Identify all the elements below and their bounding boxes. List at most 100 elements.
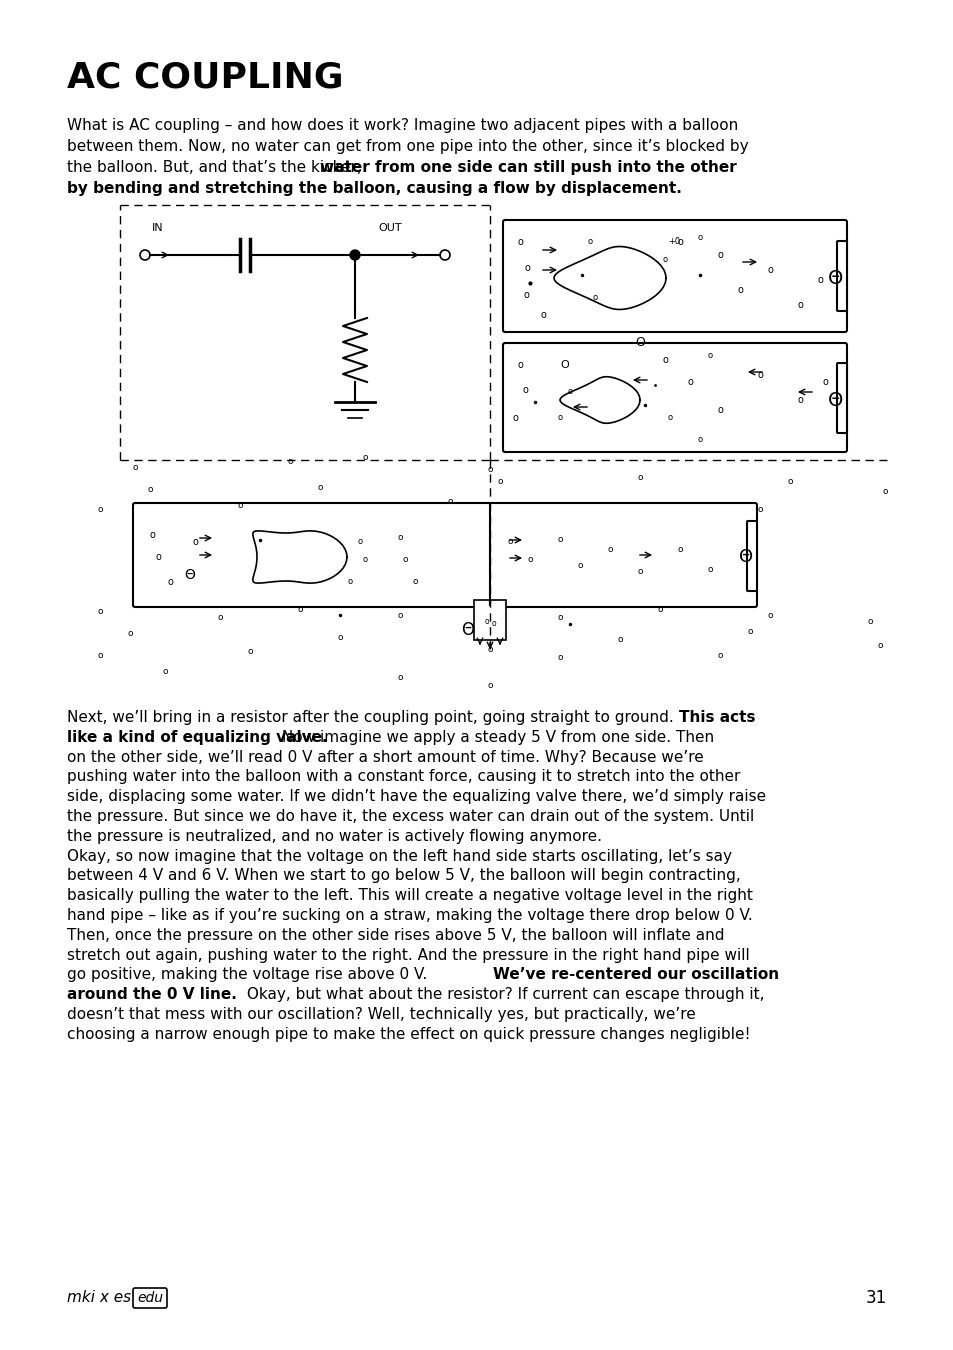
Text: o: o bbox=[155, 552, 161, 562]
Text: o: o bbox=[786, 478, 792, 486]
Text: o: o bbox=[97, 608, 103, 617]
Text: o: o bbox=[147, 486, 152, 494]
Text: o: o bbox=[717, 651, 722, 660]
Text: o: o bbox=[766, 610, 772, 620]
Text: o: o bbox=[697, 232, 701, 242]
Text: o: o bbox=[587, 238, 592, 247]
Text: o: o bbox=[527, 555, 532, 564]
Text: o: o bbox=[882, 487, 887, 497]
Text: OUT: OUT bbox=[377, 223, 401, 234]
Text: o: o bbox=[746, 628, 752, 636]
Text: o: o bbox=[557, 613, 562, 622]
Text: around the 0 V line.: around the 0 V line. bbox=[67, 987, 236, 1002]
Text: o: o bbox=[512, 413, 517, 423]
Text: stretch out again, pushing water to the right. And the pressure in the right han: stretch out again, pushing water to the … bbox=[67, 948, 749, 963]
FancyBboxPatch shape bbox=[836, 363, 846, 433]
Text: o: o bbox=[557, 653, 562, 663]
Text: o: o bbox=[821, 377, 827, 387]
Text: o: o bbox=[717, 250, 722, 261]
Text: o: o bbox=[237, 501, 242, 509]
Text: o: o bbox=[592, 293, 597, 302]
Text: the balloon. But, and that’s the kicker,: the balloon. But, and that’s the kicker, bbox=[67, 161, 366, 176]
Text: basically pulling the water to the left. This will create a negative voltage lev: basically pulling the water to the left.… bbox=[67, 888, 752, 903]
Text: o: o bbox=[517, 360, 522, 370]
Text: Θ: Θ bbox=[739, 548, 752, 566]
Text: o: o bbox=[396, 674, 402, 683]
Text: o: o bbox=[677, 545, 682, 555]
Text: o: o bbox=[317, 483, 322, 493]
Text: o: o bbox=[766, 265, 772, 275]
Text: o: o bbox=[162, 667, 168, 676]
Text: o: o bbox=[567, 387, 572, 397]
Text: o: o bbox=[396, 533, 402, 543]
Text: hand pipe – like as if you’re sucking on a straw, making the voltage there drop : hand pipe – like as if you’re sucking on… bbox=[67, 909, 752, 923]
Text: o: o bbox=[557, 536, 562, 544]
Text: between them. Now, no water can get from one pipe into the other, since it’s blo: between them. Now, no water can get from… bbox=[67, 139, 748, 154]
Text: Θ: Θ bbox=[827, 390, 842, 409]
Text: AC COUPLING: AC COUPLING bbox=[67, 59, 343, 95]
FancyBboxPatch shape bbox=[746, 521, 757, 591]
Text: edu: edu bbox=[137, 1291, 163, 1305]
Text: o: o bbox=[97, 505, 103, 514]
Text: o: o bbox=[717, 405, 722, 414]
Text: o: o bbox=[357, 537, 362, 547]
Text: o: o bbox=[396, 610, 402, 620]
Text: by bending and stretching the balloon, causing a flow by displacement.: by bending and stretching the balloon, c… bbox=[67, 181, 681, 196]
Text: o: o bbox=[287, 458, 293, 467]
Text: o: o bbox=[617, 636, 622, 644]
Text: o: o bbox=[522, 290, 528, 300]
Text: o: o bbox=[297, 606, 302, 614]
Text: Θ: Θ bbox=[827, 269, 842, 288]
Text: o: o bbox=[132, 463, 137, 472]
Text: o: o bbox=[487, 680, 493, 690]
Text: water from one side can still push into the other: water from one side can still push into … bbox=[319, 161, 736, 176]
Text: o: o bbox=[247, 648, 253, 656]
Text: o: o bbox=[657, 606, 662, 614]
Text: o: o bbox=[97, 651, 103, 660]
Text: O: O bbox=[560, 360, 569, 370]
Text: Okay, but what about the resistor? If current can escape through it,: Okay, but what about the resistor? If cu… bbox=[242, 987, 763, 1002]
Text: o: o bbox=[661, 355, 667, 364]
Text: o: o bbox=[487, 466, 493, 474]
Text: o: o bbox=[667, 413, 672, 423]
Text: choosing a narrow enough pipe to make the effect on quick pressure changes negli: choosing a narrow enough pipe to make th… bbox=[67, 1027, 750, 1042]
Text: the pressure. But since we do have it, the excess water can drain out of the sys: the pressure. But since we do have it, t… bbox=[67, 809, 754, 824]
Text: o: o bbox=[661, 255, 667, 265]
Text: between 4 V and 6 V. When we start to go below 5 V, the balloon will begin contr: between 4 V and 6 V. When we start to go… bbox=[67, 868, 740, 883]
Text: o: o bbox=[217, 613, 222, 622]
Text: o: o bbox=[347, 578, 353, 586]
Text: Now imagine we apply a steady 5 V from one side. Then: Now imagine we apply a steady 5 V from o… bbox=[276, 730, 714, 745]
Text: Okay, so now imagine that the voltage on the left hand side starts oscillating, : Okay, so now imagine that the voltage on… bbox=[67, 849, 731, 864]
Text: Θ: Θ bbox=[184, 568, 195, 582]
Text: o: o bbox=[677, 238, 682, 247]
FancyBboxPatch shape bbox=[132, 1288, 167, 1308]
Bar bbox=[474, 599, 505, 640]
Text: o: o bbox=[484, 617, 489, 626]
Text: o: o bbox=[337, 633, 342, 643]
Text: mki x es: mki x es bbox=[67, 1291, 131, 1305]
Text: o: o bbox=[412, 578, 417, 586]
Text: o: o bbox=[523, 263, 529, 273]
Text: We’ve re-centered our oscillation: We’ve re-centered our oscillation bbox=[493, 968, 779, 983]
Text: O: O bbox=[635, 336, 644, 348]
Text: +0: +0 bbox=[667, 238, 679, 247]
Text: o: o bbox=[757, 505, 762, 514]
Text: o: o bbox=[447, 498, 453, 506]
Text: o: o bbox=[697, 436, 701, 444]
Text: o: o bbox=[637, 474, 642, 482]
Text: pushing water into the balloon with a constant force, causing it to stretch into: pushing water into the balloon with a co… bbox=[67, 769, 740, 784]
Text: Next, we’ll bring in a resistor after the coupling point, going straight to grou: Next, we’ll bring in a resistor after th… bbox=[67, 710, 678, 725]
Text: o: o bbox=[362, 555, 367, 564]
Text: on the other side, we’ll read 0 V after a short amount of time. Why? Because we’: on the other side, we’ll read 0 V after … bbox=[67, 749, 703, 764]
Text: o: o bbox=[507, 537, 512, 547]
Text: o: o bbox=[637, 567, 642, 576]
Text: o: o bbox=[757, 370, 762, 379]
Text: Then, once the pressure on the other side rises above 5 V, the balloon will infl: Then, once the pressure on the other sid… bbox=[67, 927, 723, 942]
Text: o: o bbox=[577, 560, 582, 570]
Text: IN: IN bbox=[152, 223, 164, 234]
Text: 31: 31 bbox=[864, 1289, 886, 1307]
Text: Θ: Θ bbox=[461, 621, 474, 639]
Text: o: o bbox=[517, 238, 522, 247]
Text: What is AC coupling – and how does it work? Imagine two adjacent pipes with a ba: What is AC coupling – and how does it wo… bbox=[67, 117, 738, 134]
Text: side, displacing some water. If we didn’t have the equalizing valve there, we’d : side, displacing some water. If we didn’… bbox=[67, 790, 765, 805]
